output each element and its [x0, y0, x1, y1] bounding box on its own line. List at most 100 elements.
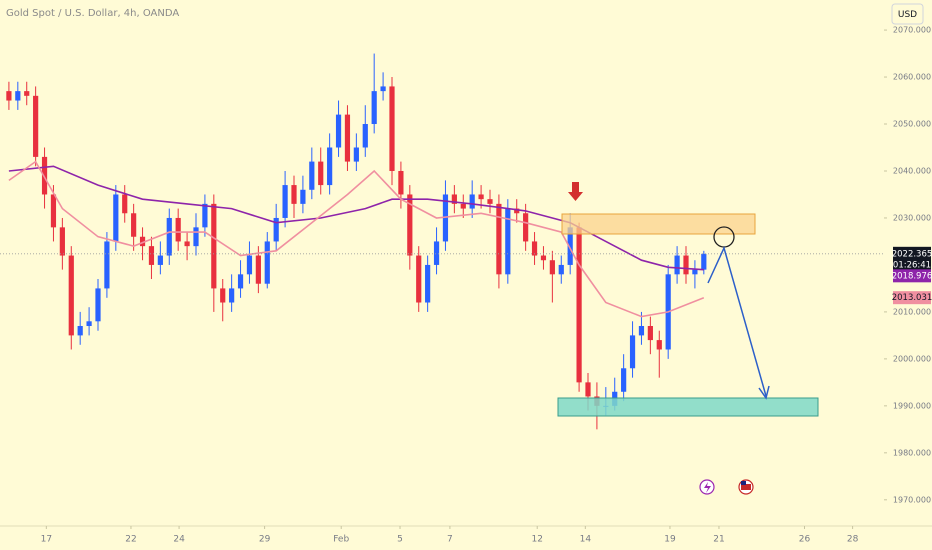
candle-body — [523, 213, 529, 242]
x-tick-label: Feb — [333, 535, 349, 545]
candle-body — [531, 241, 538, 256]
x-tick-label: 22 — [125, 535, 136, 545]
candle-body — [202, 203, 208, 228]
candle-body — [291, 185, 297, 204]
candle-body — [175, 217, 181, 242]
candle-body — [629, 335, 636, 369]
moving-average — [8, 160, 705, 318]
candle-body — [344, 114, 351, 162]
candle-body — [104, 241, 110, 289]
candle-body — [166, 217, 172, 256]
candle-body — [451, 194, 457, 204]
last-price-box — [893, 246, 931, 271]
x-tick-label: 19 — [664, 535, 676, 545]
down-arrow — [568, 182, 583, 201]
currency-label[interactable]: USD — [898, 10, 917, 20]
candle-body — [139, 236, 146, 247]
x-tick-label: 24 — [173, 535, 185, 545]
candle-body — [549, 260, 555, 275]
candle-body — [647, 325, 653, 341]
candle-body — [300, 189, 306, 204]
candle-body — [576, 227, 582, 383]
candle-body — [335, 114, 342, 148]
candle-body — [273, 217, 279, 242]
candle-body — [237, 274, 244, 289]
y-tick-label: 2040.000 — [893, 166, 931, 175]
candle-body — [496, 203, 502, 275]
x-tick-label: 5 — [397, 535, 403, 545]
candle-body — [68, 255, 74, 336]
candle-body — [77, 325, 83, 336]
candle-body — [157, 255, 163, 265]
candle-body — [460, 203, 466, 209]
plot — [0, 53, 884, 430]
ma-price-label: 2013.031 — [892, 293, 932, 303]
candle-body — [246, 255, 253, 275]
candle-body — [701, 253, 707, 270]
candle-body — [638, 325, 645, 336]
candle-body — [469, 194, 475, 209]
candle-body — [425, 264, 431, 303]
supply-zone — [561, 213, 756, 235]
y-tick-label: 2050.000 — [893, 120, 931, 129]
candle-body — [656, 340, 662, 350]
x-tick-label: 21 — [713, 535, 724, 545]
candle-body — [442, 194, 449, 242]
candle-body — [15, 91, 21, 101]
candle-body — [692, 269, 698, 275]
x-tick-label: 12 — [531, 535, 542, 545]
candle-body — [567, 227, 573, 265]
candle-body — [585, 382, 591, 397]
candle-body — [59, 227, 65, 256]
candle-body — [683, 255, 689, 275]
candle-body — [558, 264, 564, 275]
x-tick-label: 14 — [580, 535, 592, 545]
candle-body — [389, 86, 395, 171]
y-tick-label: 1990.000 — [893, 401, 931, 410]
candle-body — [122, 194, 128, 214]
candle-body — [540, 255, 547, 261]
candle-body — [362, 124, 368, 148]
currency-button[interactable] — [891, 3, 924, 25]
ma-price-box — [893, 269, 931, 283]
candle-body — [416, 255, 422, 303]
candle-body — [478, 194, 484, 200]
candle-body — [33, 95, 39, 157]
candle-body — [353, 147, 359, 162]
candle-body — [621, 368, 627, 392]
candle-body — [50, 194, 57, 228]
candle-body — [487, 199, 493, 204]
candle-body — [505, 208, 511, 275]
x-tick-label: 7 — [447, 535, 453, 545]
candle-body — [433, 241, 440, 265]
x-tick-label: 26 — [799, 535, 811, 545]
candle-body — [318, 161, 324, 186]
candle-body — [24, 91, 30, 96]
candle-body — [309, 161, 315, 190]
projection-path — [707, 245, 767, 397]
candle-body — [6, 91, 12, 101]
last-price-label: 2022.365 — [892, 249, 932, 259]
x-tick-label: 17 — [41, 535, 52, 545]
candle-body — [407, 194, 413, 256]
x-tick-label: 29 — [259, 535, 271, 545]
candle-body — [193, 227, 199, 247]
candle-body — [229, 288, 235, 303]
moving-average — [8, 165, 704, 271]
y-tick-label: 2070.000 — [893, 26, 931, 35]
candle-body — [398, 170, 404, 195]
flag-icon-canton — [741, 481, 746, 485]
candle-body — [220, 288, 226, 303]
chart-title: Gold Spot / U.S. Dollar, 4h, OANDA — [6, 8, 179, 19]
y-tick-label: 1980.000 — [893, 448, 931, 457]
y-tick-label: 2000.000 — [893, 354, 931, 363]
y-tick-label: 1970.000 — [893, 495, 931, 504]
x-tick-label: 28 — [847, 535, 859, 545]
y-tick-label: 2030.000 — [893, 213, 931, 222]
candle-body — [211, 203, 217, 289]
arrow-head — [758, 385, 770, 400]
y-tick-label: 2060.000 — [893, 73, 931, 82]
candle-body — [255, 255, 261, 284]
